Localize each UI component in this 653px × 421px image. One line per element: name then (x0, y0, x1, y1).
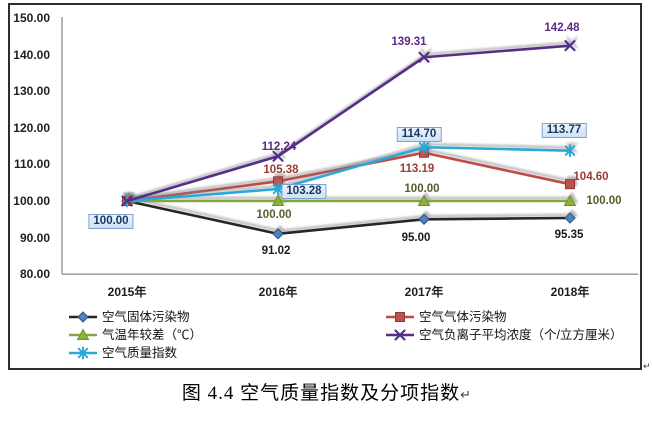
x-axis-label: 2015年 (107, 285, 147, 299)
data-label: 104.60 (573, 171, 609, 183)
data-label: 142.48 (544, 22, 580, 34)
x-axis-label: 2017年 (404, 285, 444, 299)
figure-caption: 图 4.4 空气质量指数及分项指数↵ (0, 378, 653, 405)
legend-label: 空气负离子平均浓度（个/立方厘米） (419, 328, 623, 342)
data-label: 95.35 (554, 229, 584, 241)
legend-item-temperature-range: 气温年较差（℃） (68, 327, 202, 343)
data-label: 100.00 (88, 214, 134, 229)
legend-label: 空气固体污染物 (102, 310, 190, 324)
series-diamond (121, 195, 576, 240)
data-label: 100.00 (586, 195, 622, 207)
legend-item-solid-pollutants: 空气固体污染物 (68, 309, 190, 325)
legend-marker-asterisk-icon (69, 346, 97, 360)
x-axis-label: 2018年 (550, 285, 590, 299)
legend-item-gas-pollutants: 空气气体污染物 (385, 309, 507, 325)
y-tick-label: 130.00 (13, 84, 50, 99)
y-tick-label: 120.00 (13, 120, 50, 135)
legend-label: 气温年较差（℃） (102, 328, 203, 342)
data-label: 139.31 (391, 36, 427, 48)
data-label: 100.00 (404, 183, 440, 195)
series-asterisk (121, 140, 576, 208)
x-axis-label: 2016年 (258, 285, 298, 299)
y-tick-label: 80.00 (19, 267, 50, 282)
legend-marker-triangle-icon (69, 328, 97, 340)
y-tick-label: 110.00 (13, 157, 50, 172)
data-label: 114.70 (396, 127, 442, 142)
legend-label: 空气质量指数 (102, 346, 178, 360)
plot-area (61, 17, 638, 276)
data-label: 113.77 (541, 123, 587, 138)
return-mark-icon: ↵ (460, 387, 472, 402)
y-tick-label: 150.00 (13, 11, 50, 26)
legend-item-air-quality-index: 空气质量指数 (68, 345, 177, 361)
legend-marker-x-icon (386, 329, 414, 341)
series-x (121, 40, 576, 207)
y-tick-label: 90.00 (19, 230, 50, 245)
legend-marker-square-icon (386, 312, 414, 322)
y-tick-label: 100.00 (13, 194, 50, 208)
legend-item-anion-concentration: 空气负离子平均浓度（个/立方厘米） (385, 327, 622, 343)
data-label: 105.38 (263, 164, 299, 176)
legend-label: 空气气体污染物 (419, 310, 507, 324)
chart-frame: 150.00 140.00 130.00 120.00 110.00 100.00 90.0… (8, 3, 642, 370)
data-label: 112.24 (261, 141, 297, 153)
data-label: 91.02 (261, 245, 291, 257)
data-label: 100.00 (256, 209, 292, 221)
data-label: 103.28 (281, 184, 327, 199)
data-label: 113.19 (399, 163, 435, 175)
legend-marker-diamond-icon (69, 311, 97, 323)
y-tick-label: 140.00 (13, 47, 50, 62)
data-label: 95.00 (401, 232, 431, 244)
figure-caption-text: 图 4.4 空气质量指数及分项指数 (181, 383, 461, 404)
paragraph-return-mark-icon: ↵ (643, 361, 651, 371)
